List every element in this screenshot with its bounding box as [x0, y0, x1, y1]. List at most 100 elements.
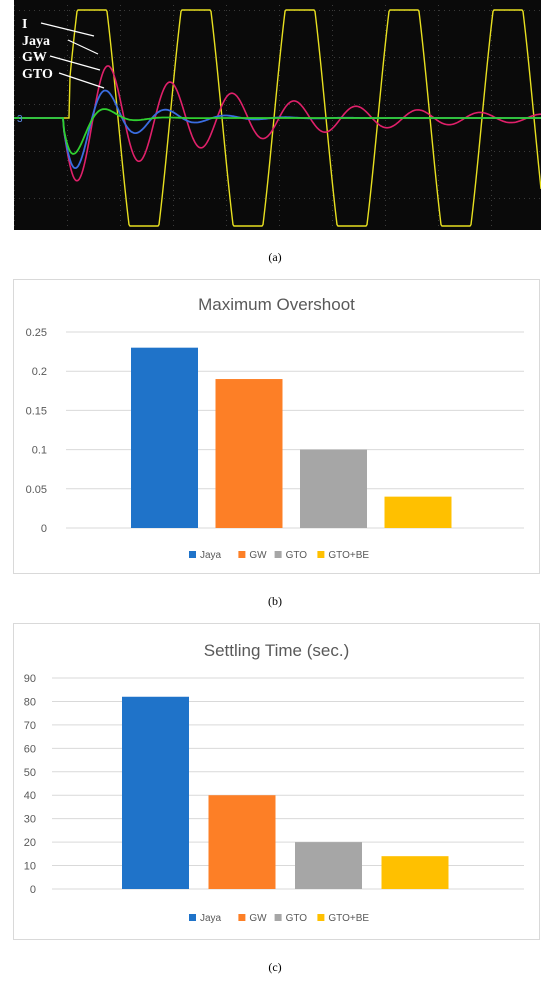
scope-grid-dot	[67, 125, 68, 126]
scope-grid-dot	[204, 151, 205, 152]
scope-grid-dot	[14, 105, 15, 106]
scope-grid-dot	[173, 100, 174, 101]
scope-grid-dot	[119, 57, 120, 58]
scope-grid-dot	[259, 10, 260, 11]
scope-grid-dot	[385, 35, 386, 36]
scope-grid-dot	[289, 57, 290, 58]
overshoot-title: Maximum Overshoot	[198, 295, 355, 314]
scope-grid-dot	[279, 80, 280, 81]
settling-ytick-label: 90	[24, 673, 36, 685]
scope-grid-dot	[129, 198, 130, 199]
scope-grid-dot	[438, 15, 439, 16]
scope-grid-dot	[14, 140, 15, 141]
scope-grid-dot	[491, 55, 492, 56]
scope-grid-dot	[279, 45, 280, 46]
scope-grid-dot	[324, 198, 325, 199]
scope-grid-dot	[199, 104, 200, 105]
scope-grid-dot	[226, 70, 227, 71]
scope-grid-dot	[332, 30, 333, 31]
scope-grid-dot	[120, 45, 121, 46]
scope-grid-dot	[226, 225, 227, 226]
scope-grid-dot	[385, 95, 386, 96]
scope-grid-dot	[514, 198, 515, 199]
scope-grid-dot	[120, 5, 121, 6]
scope-grid-dot	[226, 95, 227, 96]
scope-grid-dot	[534, 10, 535, 11]
scope-grid-dot	[519, 151, 520, 152]
scope-grid-dot	[385, 25, 386, 26]
scope-grid-dot	[399, 198, 400, 199]
scope-grid-dot	[524, 198, 525, 199]
scope-grid-dot	[173, 200, 174, 201]
scope-grid-dot	[14, 100, 15, 101]
scope-grid-dot	[14, 70, 15, 71]
scope-grid-dot	[491, 155, 492, 156]
scope-grid-dot	[226, 185, 227, 186]
scope-grid-dot	[524, 57, 525, 58]
scope-grid-dot	[279, 110, 280, 111]
scope-grid-dot	[369, 104, 370, 105]
scope-grid-dot	[269, 198, 270, 199]
scope-grid-dot	[279, 205, 280, 206]
scope-grid-dot	[64, 151, 65, 152]
scope-grid-dot	[385, 15, 386, 16]
scope-grid-dot	[454, 104, 455, 105]
scope-grid-dot	[279, 75, 280, 76]
scope-grid-dot	[226, 110, 227, 111]
scope-grid-dot	[438, 60, 439, 61]
scope-grid-dot	[194, 198, 195, 199]
scope-grid-dot	[114, 57, 115, 58]
overshoot-legend-swatch	[274, 551, 282, 558]
scope-grid-dot	[14, 95, 15, 96]
scope-grid-dot	[279, 170, 280, 171]
scope-grid-dot	[491, 180, 492, 181]
scope-grid-dot	[120, 120, 121, 121]
scope-grid-dot	[332, 5, 333, 6]
scope-grid-dot	[279, 185, 280, 186]
scope-grid-dot	[67, 110, 68, 111]
scope-grid-dot	[491, 5, 492, 6]
scope-grid-dot	[385, 125, 386, 126]
scope-grid-dot	[39, 104, 40, 105]
settling-legend-label: GTO+BE	[328, 913, 369, 924]
settling-ytick-label: 70	[24, 720, 36, 732]
scope-grid-dot	[384, 151, 385, 152]
scope-grid-dot	[14, 160, 15, 161]
scope-grid-dot	[332, 65, 333, 66]
scope-grid-dot	[454, 57, 455, 58]
scope-grid-dot	[14, 115, 15, 116]
scope-grid-dot	[214, 198, 215, 199]
scope-grid-dot	[289, 151, 290, 152]
scope-grid-dot	[424, 104, 425, 105]
scope-grid-dot	[229, 57, 230, 58]
scope-grid-dot	[491, 80, 492, 81]
scope-grid-dot	[319, 10, 320, 11]
scope-grid-dot	[259, 104, 260, 105]
scope-grid-dot	[120, 190, 121, 191]
scope-grid-dot	[439, 104, 440, 105]
scope-grid-dot	[14, 150, 15, 151]
scope-grid-dot	[226, 60, 227, 61]
scope-grid-dot	[244, 104, 245, 105]
scope-grid-dot	[438, 195, 439, 196]
scope-grid-dot	[120, 185, 121, 186]
scope-grid-dot	[385, 80, 386, 81]
scope-grid-dot	[438, 170, 439, 171]
scope-grid-dot	[474, 57, 475, 58]
scope-grid-dot	[269, 104, 270, 105]
scope-grid-dot	[494, 57, 495, 58]
scope-grid-dot	[226, 65, 227, 66]
scope-grid-dot	[534, 57, 535, 58]
scope-grid-dot	[349, 104, 350, 105]
scope-grid-dot	[385, 225, 386, 226]
scope-grid-dot	[332, 165, 333, 166]
scope-grid-dot	[226, 35, 227, 36]
scope-grid-dot	[504, 57, 505, 58]
scope-grid-dot	[120, 215, 121, 216]
settling-bar-gw	[208, 795, 276, 889]
scope-grid-dot	[399, 104, 400, 105]
scope-grid-dot	[385, 5, 386, 6]
scope-grid-dot	[439, 151, 440, 152]
scope-grid-dot	[491, 190, 492, 191]
scope-grid-dot	[264, 151, 265, 152]
